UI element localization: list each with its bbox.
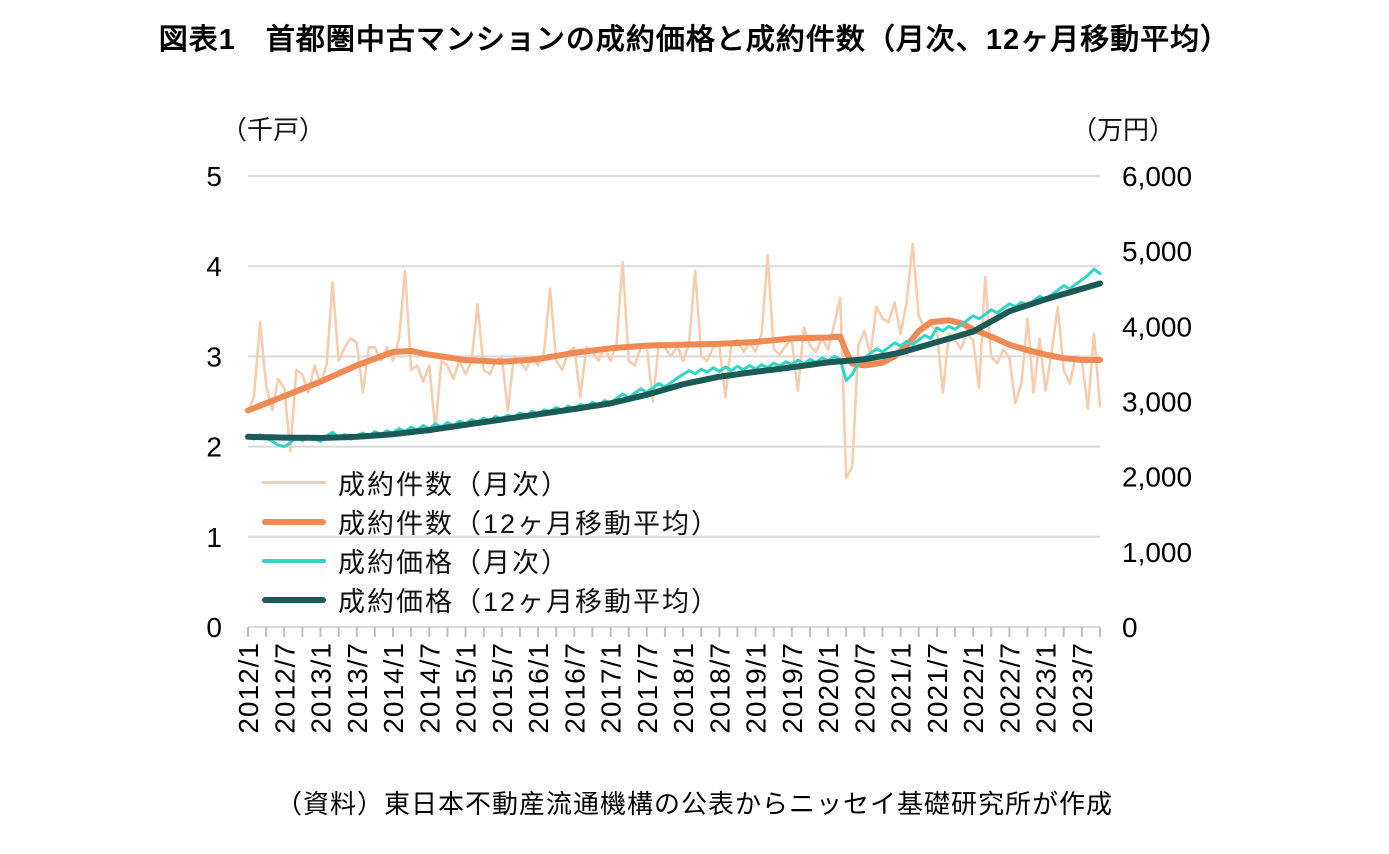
x-tick-label: 2018/1	[668, 642, 699, 734]
contracts-ma-line-swatch	[262, 518, 326, 525]
contracts-monthly-line-swatch	[262, 481, 326, 484]
legend-item-price-monthly: 成約価格（月次）	[262, 541, 720, 580]
x-tick-label: 2023/7	[1067, 642, 1098, 734]
x-tick-label: 2021/7	[922, 642, 953, 734]
legend-label: 成約価格（12ヶ月移動平均）	[338, 587, 721, 617]
legend-label: 成約件数（月次）	[338, 470, 570, 500]
legend: 成約件数（月次） 成約件数（12ヶ月移動平均） 成約価格（月次） 成約価格（12…	[262, 463, 720, 619]
y-right-tick-label: 1,000	[1122, 537, 1192, 568]
legend-item-contracts-ma: 成約件数（12ヶ月移動平均）	[262, 502, 720, 541]
y-left-tick-label: 2	[206, 432, 222, 463]
chart-title: 図表1 首都圏中古マンションの成約価格と成約件数（月次、12ヶ月移動平均）	[158, 24, 1231, 56]
x-tick-label: 2020/1	[813, 642, 844, 734]
x-tick-label: 2013/1	[306, 642, 337, 734]
y-right-tick-label: 4,000	[1122, 311, 1192, 342]
legend-item-contracts-monthly: 成約件数（月次）	[262, 463, 720, 502]
x-tick-label: 2017/1	[596, 642, 627, 734]
series-contracts-ma	[245, 317, 1103, 414]
y-right-tick-label: 0	[1122, 612, 1138, 643]
series-price-ma	[245, 280, 1103, 441]
x-tick-label: 2016/1	[523, 642, 554, 734]
y-left-tick-label: 3	[206, 341, 222, 372]
legend-label: 成約価格（月次）	[338, 548, 570, 578]
x-tick-label: 2013/7	[342, 642, 373, 734]
y-right-tick-label: 5,000	[1122, 236, 1192, 267]
x-tick-label: 2023/1	[1031, 642, 1062, 734]
y-right-tick-label: 2,000	[1122, 462, 1192, 493]
y-left-tick-label: 0	[206, 612, 222, 643]
y-right-tick-label: 3,000	[1122, 387, 1192, 418]
source-note: （資料）東日本不動産流通機構の公表からニッセイ基礎研究所が作成	[275, 789, 1113, 819]
y-left-tick-label: 1	[206, 522, 222, 553]
legend-label: 成約件数（12ヶ月移動平均）	[338, 509, 721, 539]
y-left-tick-label: 4	[206, 251, 222, 282]
x-tick-label: 2018/7	[704, 642, 735, 734]
right-axis-unit-label: （万円）	[1070, 115, 1175, 145]
x-tick-label: 2022/1	[958, 642, 989, 734]
x-tick-label: 2019/7	[777, 642, 808, 734]
price-ma-line-swatch	[262, 596, 326, 603]
y-left-tick-label: 5	[206, 161, 222, 192]
price-monthly-line-swatch	[262, 558, 326, 563]
x-tick-label: 2020/7	[849, 642, 880, 734]
x-tick-label: 2014/1	[378, 642, 409, 734]
legend-item-price-ma: 成約価格（12ヶ月移動平均）	[262, 580, 720, 619]
x-tick-label: 2019/1	[741, 642, 772, 734]
x-tick-label: 2015/7	[487, 642, 518, 734]
x-tick-label: 2015/1	[451, 642, 482, 734]
x-tick-label: 2022/7	[994, 642, 1025, 734]
x-tick-label: 2012/1	[233, 642, 264, 734]
x-tick-label: 2016/7	[559, 642, 590, 734]
x-tick-label: 2017/7	[632, 642, 663, 734]
y-right-tick-label: 6,000	[1122, 161, 1192, 192]
left-axis-unit-label: （千戸）	[220, 115, 325, 145]
x-tick-label: 2021/1	[886, 642, 917, 734]
x-tick-label: 2014/7	[414, 642, 445, 734]
x-tick-label: 2012/7	[269, 642, 300, 734]
